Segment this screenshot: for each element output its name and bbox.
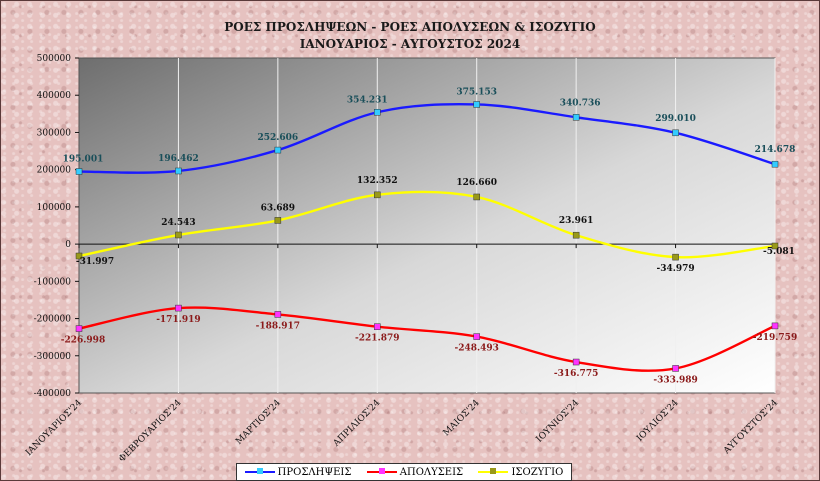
series-line bbox=[78, 306, 776, 372]
legend-item: ΠΡΟΣΛΗΨΕΙΣ bbox=[244, 466, 352, 478]
data-point bbox=[572, 114, 580, 121]
data-point bbox=[374, 191, 381, 199]
y-tick-label: -200000 bbox=[34, 315, 72, 325]
data-label: 126.660 bbox=[456, 178, 497, 188]
data-point bbox=[175, 304, 182, 312]
y-tick-label: -400000 bbox=[34, 389, 72, 399]
data-label: 23.961 bbox=[559, 216, 593, 226]
data-label: 340.736 bbox=[560, 98, 601, 108]
data-label: 24.543 bbox=[161, 218, 195, 228]
data-label: 196.462 bbox=[158, 154, 199, 164]
x-tick-label: ΑΠΡΙΛΙΟΣ'24 bbox=[331, 398, 383, 450]
y-tick-label: 300000 bbox=[37, 128, 72, 138]
data-point bbox=[473, 193, 480, 201]
y-tick-label: -100000 bbox=[34, 277, 72, 287]
legend-item: ΙΣΟΖΥΓΙΟ bbox=[478, 467, 563, 478]
data-label: 354.231 bbox=[347, 95, 388, 105]
data-label: -188.917 bbox=[256, 321, 300, 331]
legend-swatch bbox=[244, 468, 275, 474]
data-label: 214.678 bbox=[755, 145, 796, 155]
data-point bbox=[274, 217, 282, 224]
chart-title: ΡΟΕΣ ΠΡΟΣΛΗΨΕΩΝ - ΡΟΕΣ ΑΠΟΛΥΣΕΩΝ & ΙΣΟΖΥ… bbox=[224, 20, 596, 34]
y-tick-label: -300000 bbox=[34, 352, 72, 362]
data-point bbox=[572, 358, 580, 366]
data-label: -221.879 bbox=[355, 334, 399, 344]
data-point bbox=[75, 325, 83, 332]
data-point bbox=[672, 253, 679, 261]
legend-label: ΑΠΟΛΥΣΕΙΣ bbox=[399, 466, 464, 478]
chart-legend: ΠΡΟΣΛΗΨΕΙΣ ΑΠΟΛΥΣΕΙΣ ΙΣΟΖΥΓΙΟ bbox=[236, 463, 572, 481]
legend-label: ΙΣΟΖΥΓΙΟ bbox=[511, 466, 564, 478]
x-tick-label: ΑΥΓΟΥΣΤΟΣ'24 bbox=[721, 398, 780, 457]
data-point bbox=[274, 311, 282, 318]
data-label: 299.010 bbox=[655, 114, 696, 124]
data-label: 195.001 bbox=[63, 155, 104, 165]
data-label: 375.153 bbox=[456, 87, 497, 97]
y-tick-label: 100000 bbox=[37, 203, 72, 213]
y-tick-label: 500000 bbox=[37, 54, 72, 64]
series-line bbox=[78, 103, 776, 174]
x-tick-label: ΦΕΒΡΟΥΑΡΙΟΣ'24 bbox=[117, 398, 183, 464]
data-label: 132.352 bbox=[357, 176, 398, 186]
data-label: 252.606 bbox=[257, 133, 298, 143]
data-point bbox=[672, 365, 679, 372]
data-point bbox=[75, 168, 83, 175]
plot-area bbox=[78, 57, 776, 394]
data-point bbox=[175, 167, 182, 175]
legend-swatch bbox=[366, 468, 397, 474]
y-tick-label: 200000 bbox=[37, 166, 72, 176]
legend-item: ΑΠΟΛΥΣΕΙΣ bbox=[366, 466, 464, 478]
data-point bbox=[374, 109, 381, 116]
data-point bbox=[175, 231, 182, 239]
data-label: -226.998 bbox=[61, 336, 105, 346]
data-label: 63.689 bbox=[261, 203, 295, 213]
data-point bbox=[672, 129, 679, 137]
x-tick-label: ΙΟΥΝΙΟΣ'24 bbox=[535, 398, 582, 445]
x-tick-label: ΜΑΡΤΙΟΣ'24 bbox=[234, 398, 283, 447]
x-tick-label: ΙΟΥΛΙΟΣ'24 bbox=[635, 398, 681, 444]
legend-label: ΠΡΟΣΛΗΨΕΙΣ bbox=[277, 466, 352, 478]
legend-swatch bbox=[478, 468, 509, 474]
data-point bbox=[75, 252, 83, 260]
data-point bbox=[374, 323, 381, 330]
data-label: -34.979 bbox=[656, 264, 694, 274]
data-label: -248.493 bbox=[454, 344, 498, 354]
y-tick-label: 400000 bbox=[37, 91, 72, 101]
data-label: -5.081 bbox=[763, 247, 795, 257]
y-tick-label: 0 bbox=[65, 240, 71, 250]
data-point bbox=[771, 242, 779, 250]
series-line bbox=[78, 190, 776, 259]
chart-subtitle: ΙΑΝΟΥΑΡΙΟΣ - ΑΥΓΟΥΣΤΟΣ 2024 bbox=[299, 37, 521, 51]
data-point bbox=[771, 322, 779, 330]
data-label: -333.989 bbox=[653, 375, 697, 385]
data-point bbox=[473, 101, 480, 108]
data-point bbox=[274, 146, 282, 154]
data-point bbox=[771, 160, 779, 168]
x-tick-label: ΜΑΙΟΣ'24 bbox=[442, 398, 482, 438]
data-label: -171.919 bbox=[156, 315, 200, 325]
x-tick-label: ΙΑΝΟΥΑΡΙΟΣ'24 bbox=[24, 398, 84, 458]
data-point bbox=[572, 231, 580, 239]
data-point bbox=[473, 333, 480, 340]
data-label: -316.775 bbox=[554, 369, 598, 379]
data-label: -219.759 bbox=[753, 333, 797, 343]
data-label: -31.997 bbox=[76, 257, 114, 267]
